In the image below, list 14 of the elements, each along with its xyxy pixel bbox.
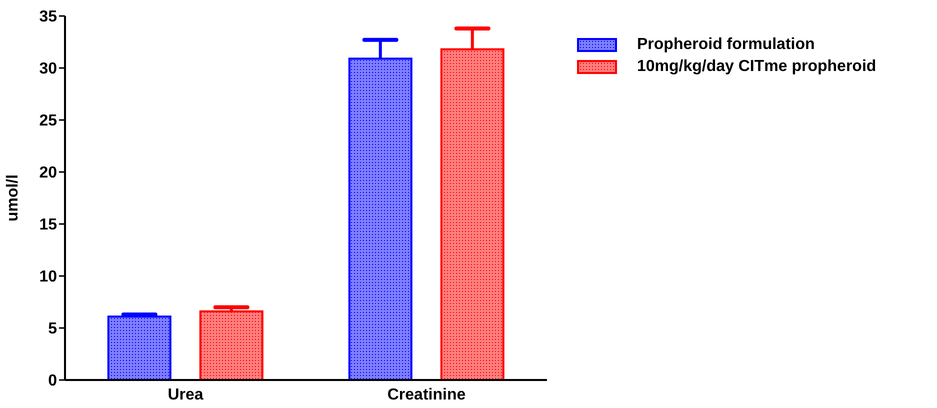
x-tick-label: Creatinine (387, 386, 466, 404)
y-tick-label: 25 (39, 112, 58, 130)
y-tick-label: 5 (48, 320, 58, 338)
bar (107, 316, 172, 380)
y-tick-label: 20 (39, 164, 58, 182)
legend-label: 10mg/kg/day CITme propheroid (637, 58, 876, 76)
legend-label: Propheroid formulation (637, 36, 815, 54)
y-tick-label: 0 (48, 372, 58, 390)
y-tick-label: 35 (39, 8, 58, 26)
y-tick-label: 15 (39, 216, 58, 234)
y-tick-label: 30 (39, 60, 58, 78)
x-tick-label: Urea (168, 386, 204, 404)
y-axis-title: umol/l (4, 174, 22, 222)
y-tick-label: 10 (39, 268, 58, 286)
